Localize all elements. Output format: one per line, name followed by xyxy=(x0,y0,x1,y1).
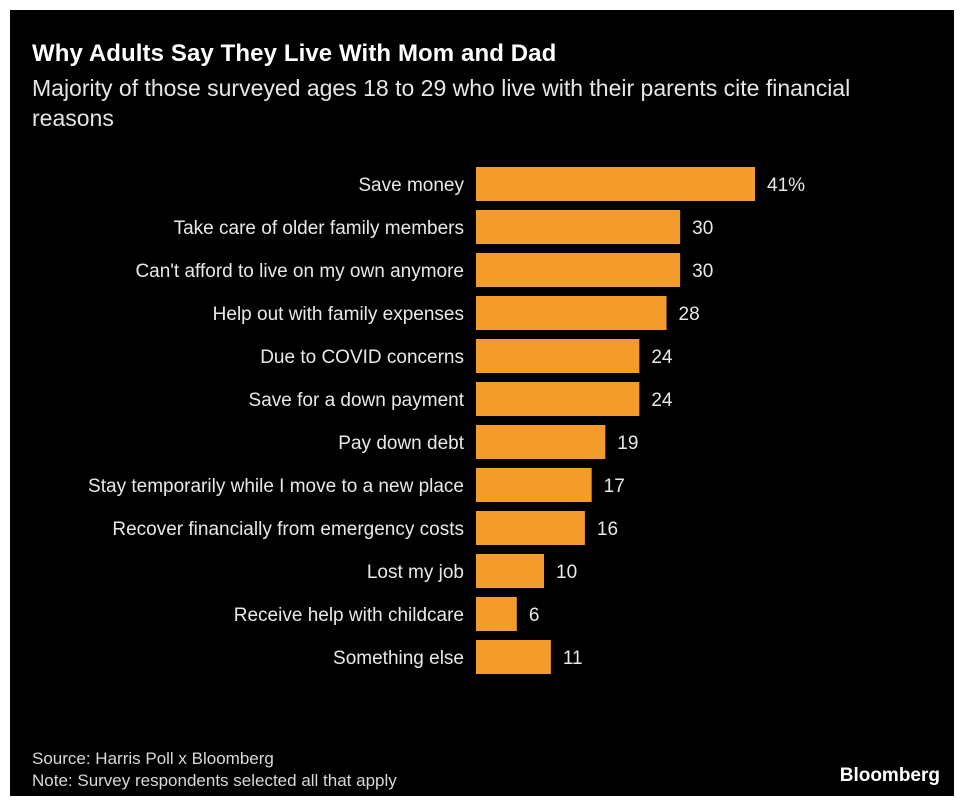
category-label: Save for a down payment xyxy=(249,390,465,411)
value-label: 28 xyxy=(679,304,700,325)
category-label: Something else xyxy=(333,648,464,669)
category-label: Receive help with childcare xyxy=(234,605,464,626)
bar xyxy=(476,167,755,201)
bar xyxy=(476,296,667,330)
bar xyxy=(476,210,681,244)
value-label: 19 xyxy=(617,433,638,454)
value-label: 11 xyxy=(563,648,583,669)
chart-footnotes: Source: Harris Poll x Bloomberg Note: Su… xyxy=(32,748,397,792)
bar xyxy=(476,597,517,631)
chart-card: Why Adults Say They Live With Mom and Da… xyxy=(10,10,954,796)
survey-note: Note: Survey respondents selected all th… xyxy=(32,771,397,790)
bar xyxy=(476,253,681,287)
category-label: Can't afford to live on my own anymore xyxy=(135,261,464,282)
bar xyxy=(476,339,640,373)
value-label: 30 xyxy=(692,261,713,282)
value-label: 30 xyxy=(692,218,713,239)
category-label: Take care of older family members xyxy=(174,218,464,239)
bar xyxy=(476,511,585,545)
source-note: Source: Harris Poll x Bloomberg xyxy=(32,749,274,768)
category-label: Save money xyxy=(358,175,464,196)
bloomberg-logo: Bloomberg xyxy=(839,765,940,786)
bar xyxy=(476,468,592,502)
bar xyxy=(476,554,545,588)
category-label: Stay temporarily while I move to a new p… xyxy=(88,476,464,497)
category-label: Recover financially from emergency costs xyxy=(112,519,464,540)
category-label: Help out with family expenses xyxy=(213,304,464,325)
category-label: Due to COVID concerns xyxy=(260,347,464,368)
category-label: Lost my job xyxy=(367,562,464,583)
value-label: 17 xyxy=(604,476,625,497)
value-label: 10 xyxy=(556,562,577,583)
value-label: 24 xyxy=(651,347,673,368)
value-label: 41% xyxy=(767,175,805,196)
bar xyxy=(476,640,551,674)
chart-title: Why Adults Say They Live With Mom and Da… xyxy=(32,40,557,67)
value-label: 24 xyxy=(651,390,673,411)
category-label: Pay down debt xyxy=(338,433,464,454)
bar-chart: Save money 41% Take care of older family m… xyxy=(88,167,805,674)
value-label: 16 xyxy=(597,519,618,540)
value-label: 6 xyxy=(529,605,540,626)
bar xyxy=(476,382,640,416)
chart-subtitle: Majority of those surveyed ages 18 to 29… xyxy=(32,75,851,131)
bar xyxy=(476,425,606,459)
